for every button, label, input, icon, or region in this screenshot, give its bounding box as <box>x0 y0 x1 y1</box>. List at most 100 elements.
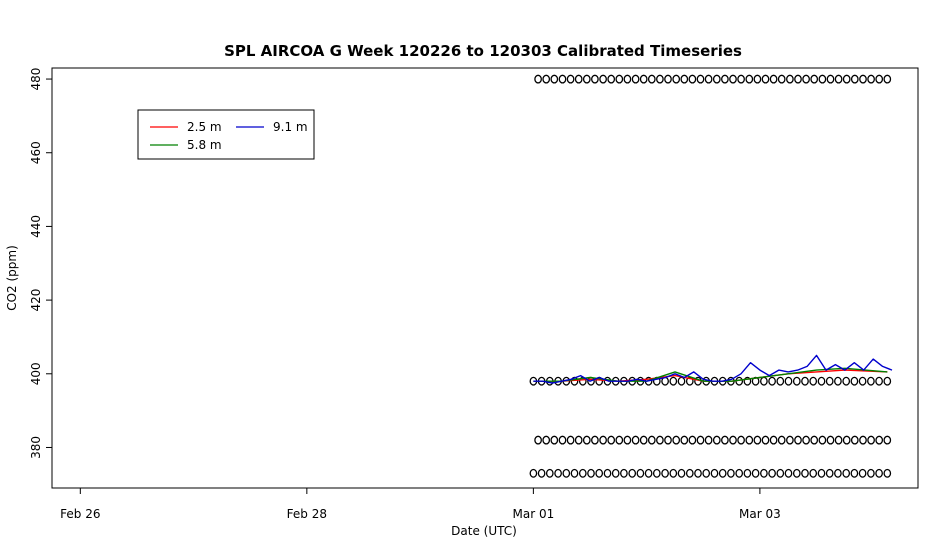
calibration-marker <box>623 435 632 445</box>
calibration-marker <box>794 435 802 445</box>
calibration-marker <box>875 468 883 478</box>
calibration-marker <box>769 74 778 84</box>
calibration-marker <box>688 435 697 445</box>
calibration-marker <box>768 468 776 478</box>
calibration-marker <box>834 376 842 386</box>
calibration-marker <box>591 435 599 445</box>
calibration-marker <box>607 74 616 84</box>
x-tick-label: Mar 03 <box>739 507 781 521</box>
calibration-marker <box>639 435 648 445</box>
calibration-marker <box>859 435 867 445</box>
calibration-marker <box>534 435 542 445</box>
calibration-marker <box>801 376 809 386</box>
calibration-marker <box>550 74 559 84</box>
y-tick-label: 420 <box>29 289 43 312</box>
chart-title: SPL AIRCOA G Week 120226 to 120303 Calib… <box>224 42 742 60</box>
calibration-marker <box>578 468 587 478</box>
calibration-marker <box>809 376 818 386</box>
calibration-marker <box>768 376 776 386</box>
calibration-marker <box>712 435 721 445</box>
calibration-marker <box>545 468 554 478</box>
calibration-marker <box>826 74 835 84</box>
calibration-marker <box>566 74 575 84</box>
calibration-marker <box>842 435 851 445</box>
calibration-marker <box>550 435 559 445</box>
calibration-marker <box>644 468 653 478</box>
calibration-marker <box>607 435 616 445</box>
calibration-marker <box>680 435 689 445</box>
calibration-marker <box>647 74 656 84</box>
calibration-marker <box>745 74 754 84</box>
calibration-marker <box>669 468 678 478</box>
y-tick-label: 400 <box>29 362 43 385</box>
calibration-marker <box>587 468 595 478</box>
calibration-marker <box>834 435 843 445</box>
calibration-marker <box>786 74 794 84</box>
x-tick-label: Feb 28 <box>287 507 327 521</box>
calibration-marker <box>817 376 826 386</box>
calibration-marker <box>850 74 859 84</box>
calibration-marker <box>867 468 875 478</box>
calibration-marker <box>792 376 801 386</box>
y-axis: 380 400 420 440 460 480 <box>29 68 53 459</box>
calibration-marker <box>810 435 819 445</box>
calibration-marker <box>729 435 737 445</box>
calibration-marker <box>712 74 721 84</box>
calibration-marker <box>842 376 851 386</box>
calibration-marker <box>680 74 689 84</box>
calibration-marker <box>677 468 686 478</box>
calibration-marker <box>696 435 705 445</box>
calibration-marker <box>761 74 770 84</box>
calibration-marker <box>818 435 827 445</box>
x-axis-label: Date (UTC) <box>451 524 517 538</box>
calibration-marker <box>656 74 664 84</box>
calibration-marker <box>760 468 768 478</box>
legend-label: 5.8 m <box>187 138 222 152</box>
calibration-marker <box>558 74 567 84</box>
calibration-marker <box>753 74 762 84</box>
calibration-marker <box>751 468 760 478</box>
calibration-marker <box>735 468 744 478</box>
calibration-marker <box>794 74 802 84</box>
calibration-marker <box>656 435 664 445</box>
calibration-marker <box>875 74 884 84</box>
calibration-marker <box>825 376 834 386</box>
calibration-marker <box>558 435 567 445</box>
calibration-marker <box>721 74 729 84</box>
legend-box <box>137 109 315 160</box>
calibration-marker <box>631 435 640 445</box>
calibration-marker <box>801 468 809 478</box>
calibration-marker <box>743 376 752 386</box>
y-axis-label: CO2 (ppm) <box>5 245 19 311</box>
calibration-marker <box>745 435 754 445</box>
calibration-marker <box>737 74 745 84</box>
calibration-marker <box>603 468 612 478</box>
y-tick-label: 460 <box>29 141 43 164</box>
calibration-marker <box>566 435 575 445</box>
calibration-marker <box>858 468 867 478</box>
calibration-marker <box>639 74 648 84</box>
calibration-marker <box>688 74 697 84</box>
calibration-marker <box>534 74 542 84</box>
calibration-marker <box>737 435 745 445</box>
calibration-marker <box>677 376 686 386</box>
calibration-marker <box>818 74 827 84</box>
y-tick-label: 380 <box>29 436 43 459</box>
calibration-markers <box>529 74 892 478</box>
calibration-marker <box>620 468 628 478</box>
calibration-marker <box>776 468 785 478</box>
calibration-marker <box>529 468 538 478</box>
y-tick-label: 440 <box>29 215 43 238</box>
calibration-marker <box>542 74 551 84</box>
calibration-marker <box>802 435 810 445</box>
series-line-9-1-m <box>533 354 893 384</box>
legend-label: 9.1 m <box>273 120 308 134</box>
calibration-marker <box>628 468 637 478</box>
calibration-marker <box>776 376 785 386</box>
calibration-marker <box>582 74 591 84</box>
x-tick-label: Feb 26 <box>60 507 100 521</box>
calibration-marker <box>834 74 843 84</box>
calibration-marker <box>777 435 786 445</box>
calibration-marker <box>810 74 819 84</box>
calibration-marker <box>809 468 818 478</box>
